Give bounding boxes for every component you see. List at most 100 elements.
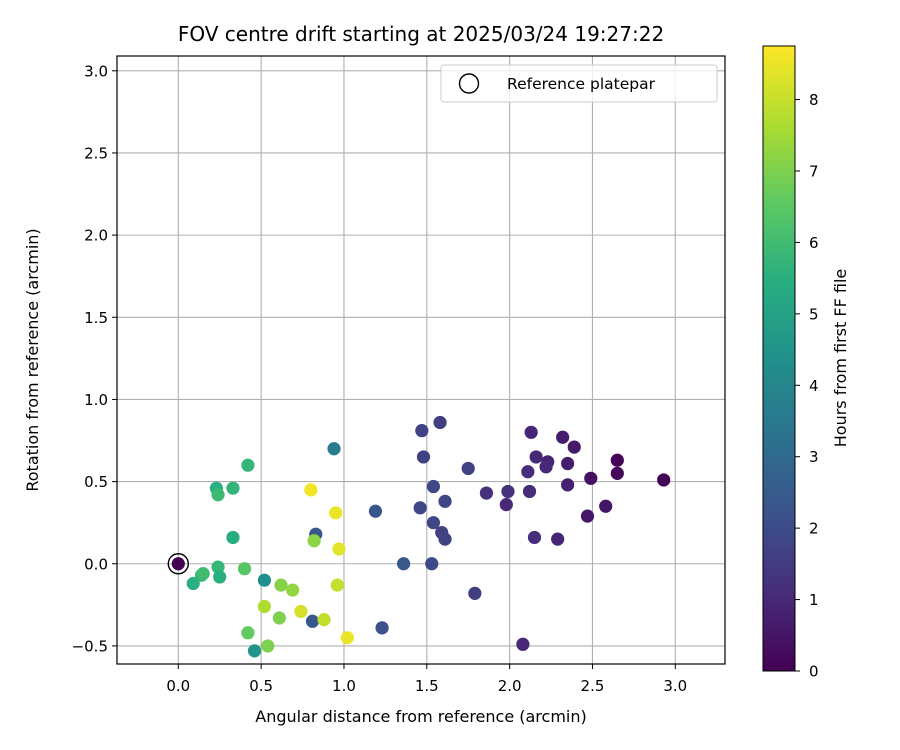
x-tick-label: 2.5 bbox=[581, 677, 605, 695]
y-tick-label: 1.0 bbox=[84, 391, 108, 409]
colorbar-tick-label: 7 bbox=[809, 163, 819, 181]
scatter-point bbox=[499, 498, 513, 512]
scatter-point bbox=[426, 479, 441, 494]
reference-platepar-marker bbox=[167, 553, 189, 575]
scatter-point bbox=[567, 440, 581, 454]
scatter-point bbox=[304, 483, 318, 497]
y-tick-label: −0.5 bbox=[72, 637, 108, 655]
scatter-point bbox=[524, 425, 538, 439]
colorbar-tick-label: 4 bbox=[809, 377, 819, 395]
y-tick-label: 2.5 bbox=[84, 144, 108, 162]
scatter-point bbox=[556, 430, 570, 444]
x-tick-label: 0.5 bbox=[249, 677, 273, 695]
x-axis-ticks: 0.0 0.5 1.0 1.5 2.0 2.5 3.0 bbox=[166, 664, 687, 695]
scatter-point bbox=[305, 614, 320, 628]
scatter-point bbox=[438, 494, 452, 508]
data-points bbox=[167, 415, 671, 658]
scatter-point bbox=[327, 442, 341, 456]
scatter-point bbox=[368, 504, 383, 518]
legend-box bbox=[440, 64, 718, 103]
scatter-point bbox=[257, 599, 272, 614]
legend-marker-icon bbox=[458, 73, 480, 94]
scatter-point bbox=[561, 478, 575, 492]
y-tick-label: 0.0 bbox=[84, 555, 108, 573]
scatter-point bbox=[426, 516, 441, 530]
scatter-point bbox=[433, 415, 447, 430]
grid bbox=[117, 56, 725, 664]
scatter-point bbox=[272, 611, 286, 625]
x-tick-label: 1.0 bbox=[332, 677, 356, 695]
scatter-point bbox=[340, 631, 354, 645]
scatter-point bbox=[561, 456, 575, 471]
scatter-point bbox=[171, 557, 185, 571]
scatter-point bbox=[241, 458, 255, 472]
legend: Reference platepar bbox=[440, 64, 718, 103]
scatter-point bbox=[226, 481, 240, 495]
scatter-point bbox=[521, 465, 535, 479]
scatter-point bbox=[529, 450, 543, 464]
y-tick-label: 3.0 bbox=[84, 62, 108, 80]
y-tick-label: 0.5 bbox=[84, 473, 108, 491]
scatter-point bbox=[584, 471, 598, 485]
y-tick-label: 2.0 bbox=[84, 227, 108, 245]
scatter-point bbox=[196, 567, 210, 581]
colorbar-tick-label: 3 bbox=[809, 448, 819, 466]
scatter-point bbox=[438, 532, 452, 546]
scatter-point bbox=[226, 530, 240, 545]
scatter-point bbox=[599, 499, 613, 513]
colorbar-tick-label: 0 bbox=[809, 663, 819, 681]
colorbar: 0 1 2 3 4 5 6 7 8 Hours from first FF file bbox=[762, 45, 850, 681]
scatter-point bbox=[186, 576, 200, 591]
scatter-point bbox=[247, 644, 262, 658]
colorbar-tick-label: 1 bbox=[809, 591, 819, 609]
y-axis-ticks: −0.5 0.0 0.5 1.0 1.5 2.0 2.5 3.0 bbox=[72, 62, 117, 655]
scatter-point bbox=[237, 562, 252, 576]
scatter-point bbox=[539, 460, 553, 474]
scatter-point bbox=[413, 501, 427, 515]
scatter-point bbox=[211, 488, 225, 502]
scatter-point bbox=[286, 583, 300, 597]
scatter-point bbox=[307, 534, 321, 548]
scatter-point bbox=[213, 570, 227, 584]
scatter-point bbox=[211, 560, 225, 574]
x-tick-label: 3.0 bbox=[663, 677, 687, 695]
scatter-point bbox=[330, 578, 344, 592]
scatter-point bbox=[241, 626, 255, 640]
x-tick-label: 1.5 bbox=[415, 677, 439, 695]
scatter-point bbox=[501, 484, 515, 499]
scatter-point bbox=[527, 530, 542, 545]
scatter-point bbox=[257, 573, 272, 587]
scatter-point bbox=[415, 424, 429, 438]
x-tick-label: 2.0 bbox=[498, 677, 522, 695]
scatter-point bbox=[425, 557, 439, 571]
scatter-point bbox=[375, 621, 389, 635]
plot-frame bbox=[116, 55, 726, 665]
colorbar-label: Hours from first FF file bbox=[831, 269, 850, 448]
scatter-point bbox=[468, 586, 482, 600]
scatter-point bbox=[657, 473, 671, 487]
scatter-point bbox=[551, 532, 565, 546]
colorbar-gradient bbox=[762, 45, 796, 672]
scatter-point bbox=[329, 506, 343, 520]
colorbar-tick-label: 6 bbox=[809, 234, 819, 252]
y-axis-label: Rotation from reference (arcmin) bbox=[23, 228, 42, 491]
scatter-point bbox=[522, 484, 537, 499]
chart-title: FOV centre drift starting at 2025/03/24 … bbox=[178, 22, 664, 46]
scatter-point bbox=[261, 639, 275, 653]
x-tick-label: 0.0 bbox=[166, 677, 190, 695]
scatter-point bbox=[610, 453, 624, 467]
colorbar-tick-label: 5 bbox=[809, 305, 819, 323]
colorbar-tick-label: 8 bbox=[809, 91, 819, 109]
scatter-point bbox=[317, 613, 331, 627]
scatter-point bbox=[461, 461, 475, 476]
scatter-point bbox=[580, 509, 595, 523]
scatter-point bbox=[397, 557, 411, 571]
colorbar-tick-label: 2 bbox=[809, 520, 819, 538]
scatter-point bbox=[610, 466, 624, 480]
scatter-point bbox=[416, 450, 431, 464]
legend-label: Reference platepar bbox=[507, 75, 656, 93]
scatter-point bbox=[274, 578, 288, 592]
y-tick-label: 1.5 bbox=[84, 309, 108, 327]
scatter-point bbox=[516, 637, 530, 651]
